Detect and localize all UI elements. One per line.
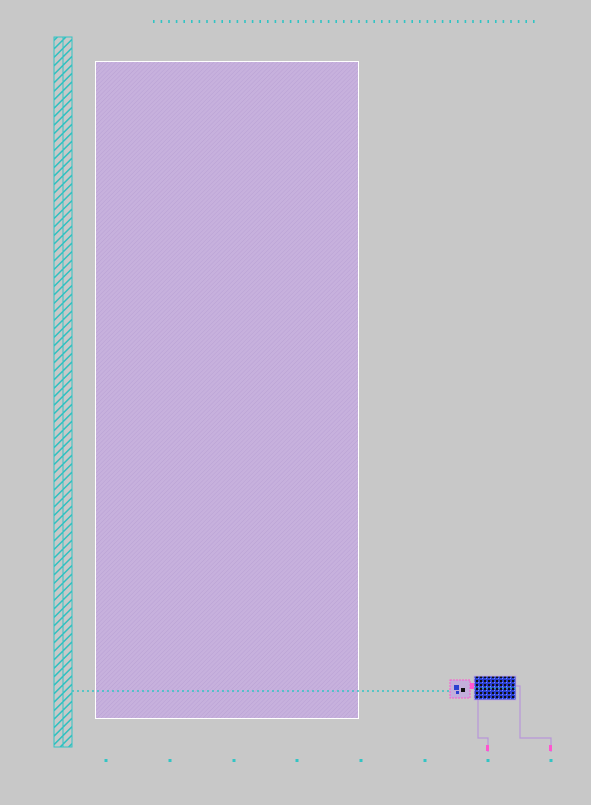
top-contact	[426, 20, 429, 23]
top-contact	[434, 20, 436, 23]
top-contact	[479, 20, 482, 23]
top-contact	[259, 20, 261, 23]
top-contact	[495, 20, 497, 23]
small-cell	[449, 679, 471, 699]
top-contact	[419, 20, 421, 23]
top-contact	[517, 20, 520, 23]
top-contact	[411, 20, 413, 23]
top-contact	[350, 20, 353, 23]
top-contact	[464, 20, 467, 23]
top-contact	[274, 20, 277, 23]
bottom-pin-row	[104, 759, 553, 762]
bottom-pin	[232, 759, 236, 762]
bottom-pin	[295, 759, 299, 762]
top-contact	[487, 20, 489, 23]
top-contact	[153, 20, 155, 23]
top-contact	[289, 20, 292, 23]
top-contact	[206, 20, 208, 23]
route-wire-left	[477, 700, 489, 752]
top-contact	[213, 20, 216, 23]
top-contact	[510, 20, 512, 23]
pin-marker-right	[549, 745, 552, 751]
top-contact	[305, 20, 307, 23]
top-contact	[168, 20, 170, 23]
top-contact	[343, 20, 345, 23]
top-contact	[229, 20, 231, 23]
top-contact	[312, 20, 315, 23]
bottom-pin	[549, 759, 553, 762]
top-contact	[236, 20, 239, 23]
top-contact	[183, 20, 185, 23]
top-contact	[533, 20, 535, 23]
top-contact	[472, 20, 474, 23]
bottom-pin	[359, 759, 363, 762]
top-contact	[327, 20, 330, 23]
top-contact	[191, 20, 193, 23]
top-contact	[175, 20, 178, 23]
main-block	[95, 61, 359, 719]
bottom-pin	[168, 759, 172, 762]
top-contact	[297, 20, 299, 23]
top-contact	[388, 20, 391, 23]
top-contact-row	[153, 20, 535, 23]
bottom-pin	[486, 759, 490, 762]
top-contact	[502, 20, 505, 23]
top-contact	[320, 20, 322, 23]
top-contact	[441, 20, 444, 23]
top-contact	[335, 20, 337, 23]
top-contact	[221, 20, 223, 23]
top-contact	[282, 20, 284, 23]
top-contact	[396, 20, 398, 23]
top-contact	[457, 20, 459, 23]
top-contact	[381, 20, 383, 23]
bottom-pin	[104, 759, 108, 762]
top-contact	[358, 20, 360, 23]
top-contact	[267, 20, 269, 23]
top-contact	[365, 20, 368, 23]
dense-cell	[470, 675, 517, 701]
bottom-pin	[423, 759, 427, 762]
pin-marker-left	[486, 745, 489, 751]
top-contact	[403, 20, 406, 23]
top-contact	[449, 20, 451, 23]
top-contact	[198, 20, 201, 23]
top-contact	[373, 20, 375, 23]
top-contact	[160, 20, 163, 23]
top-contact	[251, 20, 254, 23]
top-contact	[244, 20, 246, 23]
top-contact	[525, 20, 527, 23]
route-wire-right	[516, 685, 552, 752]
